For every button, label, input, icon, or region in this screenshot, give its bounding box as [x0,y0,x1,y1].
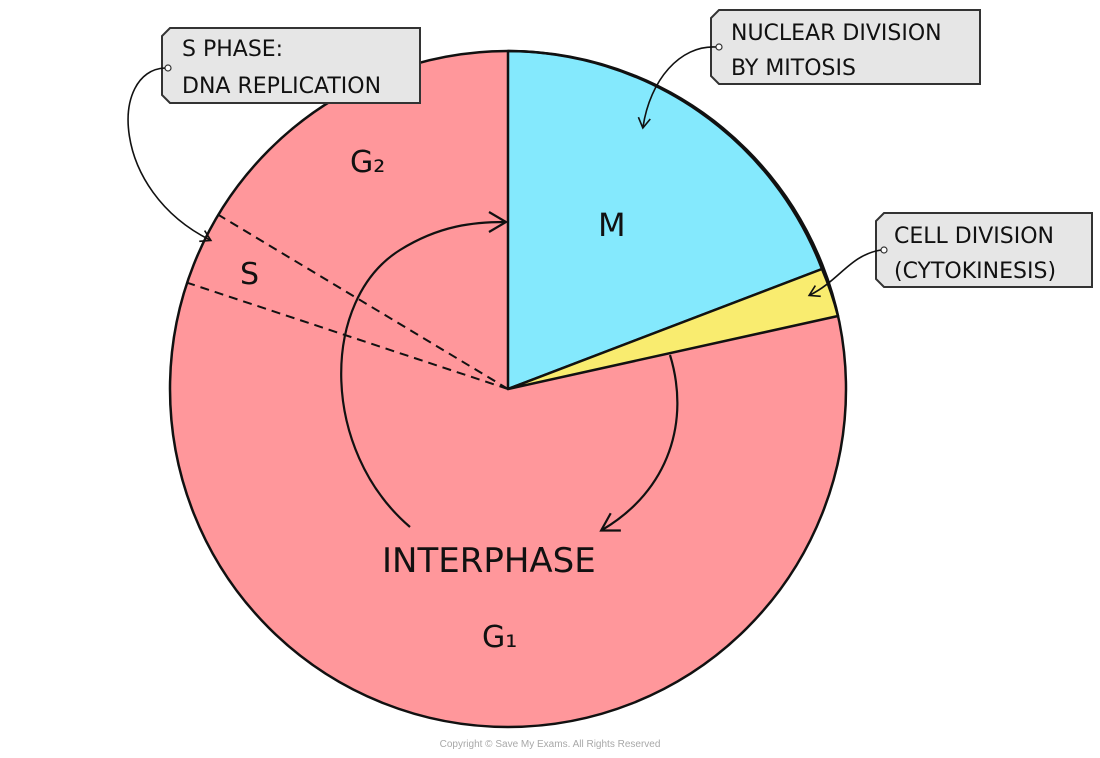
cytokinesis-callout-line2: (CYTOKINESIS) [894,259,1056,284]
mitosis-callout: NUCLEAR DIVISION BY MITOSIS [637,9,981,130]
m-label: M [598,206,626,244]
cycle-outline [168,49,848,729]
cytokinesis-callout-line1: CELL DIVISION [894,224,1054,249]
s-phase-callout: S PHASE: DNA REPLICATION [127,27,421,243]
mitosis-pointer-icon [637,46,717,130]
cytokinesis-callout: CELL DIVISION (CYTOKINESIS) [807,212,1093,298]
s-phase-callout-line1: S PHASE: [182,37,283,62]
interphase-arrow-right-icon [599,354,679,532]
s-phase-boundary-top [216,213,509,390]
cytokinesis-pointer-icon [807,249,882,298]
mitosis-callout-line2: BY MITOSIS [731,56,856,81]
g1-label: G₁ [482,620,517,655]
mitosis-callout-line1: NUCLEAR DIVISION [731,21,942,46]
s-phase-callout-line2: DNA REPLICATION [182,74,381,99]
s-phase-pointer-icon [127,67,213,243]
copyright-notice: Copyright © Save My Exams. All Rights Re… [439,739,661,750]
interphase-label: INTERPHASE [382,541,596,581]
s-phase-boundary-bottom [184,281,509,390]
g2-label: G₂ [350,145,385,180]
interphase-arrow-left-icon [340,211,509,528]
s-label: S [240,257,259,292]
